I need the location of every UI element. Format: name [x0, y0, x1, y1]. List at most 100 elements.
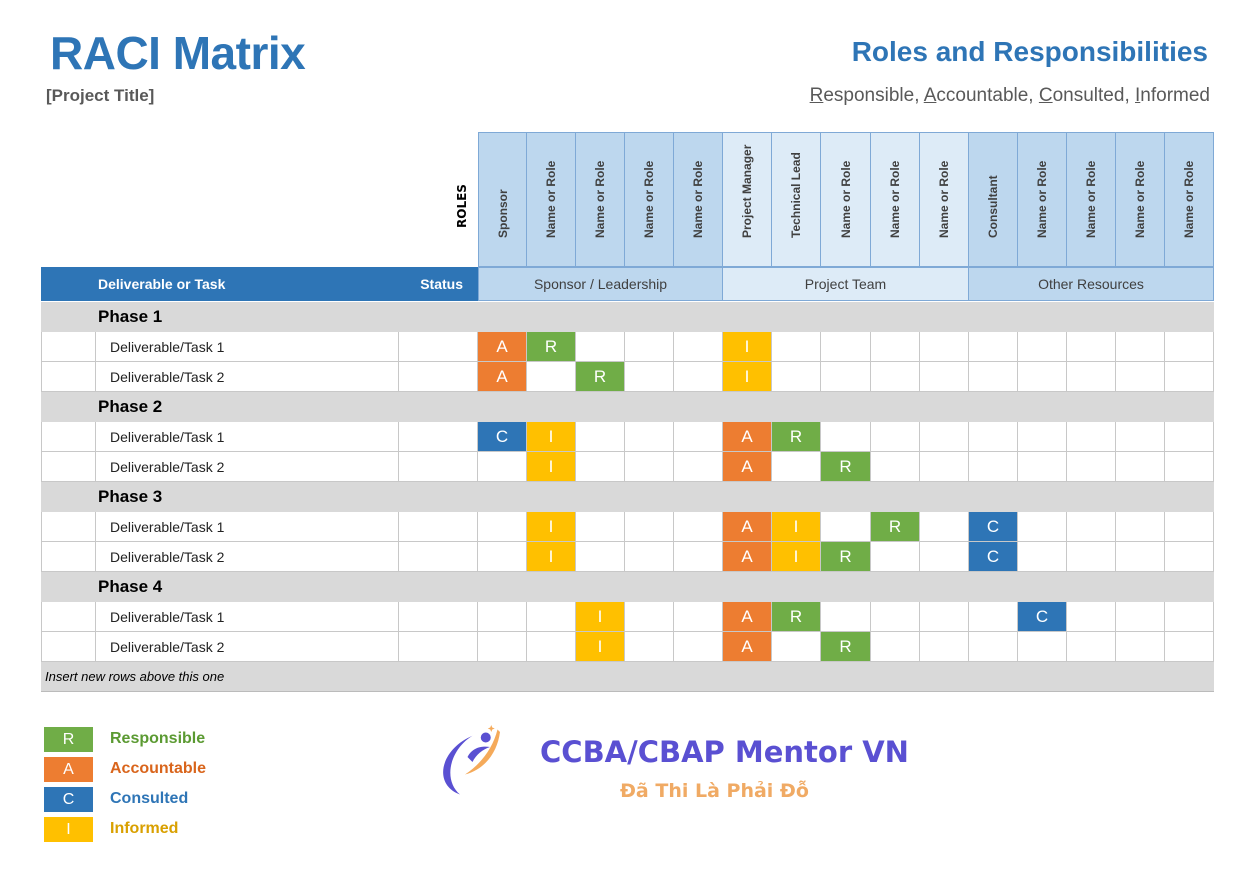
raci-cell[interactable]: [576, 512, 625, 542]
raci-cell[interactable]: I: [527, 452, 576, 482]
raci-cell[interactable]: I: [527, 512, 576, 542]
raci-cell[interactable]: [871, 452, 920, 482]
raci-cell[interactable]: I: [723, 362, 772, 392]
raci-cell[interactable]: [1165, 632, 1214, 662]
raci-cell[interactable]: [674, 332, 723, 362]
raci-cell[interactable]: [527, 362, 576, 392]
raci-cell[interactable]: R: [821, 452, 871, 482]
raci-cell[interactable]: [1018, 542, 1067, 572]
role-header[interactable]: Sponsor: [478, 132, 527, 267]
raci-cell[interactable]: [478, 602, 527, 632]
raci-cell[interactable]: [1116, 332, 1165, 362]
raci-cell[interactable]: [772, 452, 821, 482]
raci-cell[interactable]: R: [821, 542, 871, 572]
raci-cell[interactable]: A: [723, 632, 772, 662]
raci-cell[interactable]: [871, 602, 920, 632]
raci-cell[interactable]: I: [772, 542, 821, 572]
raci-cell[interactable]: [871, 632, 920, 662]
raci-cell[interactable]: [625, 542, 674, 572]
status-cell[interactable]: [399, 512, 478, 542]
raci-cell[interactable]: C: [969, 512, 1018, 542]
raci-cell[interactable]: [527, 602, 576, 632]
raci-cell[interactable]: [871, 542, 920, 572]
role-header[interactable]: Name or Role: [527, 132, 576, 267]
raci-cell[interactable]: [674, 602, 723, 632]
raci-cell[interactable]: [871, 362, 920, 392]
raci-cell[interactable]: [969, 422, 1018, 452]
raci-cell[interactable]: [576, 422, 625, 452]
role-header[interactable]: Name or Role: [674, 132, 723, 267]
raci-cell[interactable]: R: [772, 422, 821, 452]
raci-cell[interactable]: [871, 422, 920, 452]
raci-cell[interactable]: [1116, 602, 1165, 632]
raci-cell[interactable]: [1165, 362, 1214, 392]
raci-cell[interactable]: [625, 602, 674, 632]
raci-cell[interactable]: [969, 632, 1018, 662]
raci-cell[interactable]: [1067, 542, 1116, 572]
role-header[interactable]: Name or Role: [821, 132, 871, 267]
raci-cell[interactable]: [625, 332, 674, 362]
raci-cell[interactable]: [478, 512, 527, 542]
raci-cell[interactable]: I: [723, 332, 772, 362]
raci-cell[interactable]: R: [576, 362, 625, 392]
status-cell[interactable]: [399, 542, 478, 572]
raci-cell[interactable]: [1116, 632, 1165, 662]
raci-cell[interactable]: [625, 512, 674, 542]
project-title[interactable]: [Project Title]: [46, 86, 155, 105]
raci-cell[interactable]: [821, 362, 871, 392]
raci-cell[interactable]: A: [723, 512, 772, 542]
raci-cell[interactable]: [821, 602, 871, 632]
raci-cell[interactable]: [920, 632, 969, 662]
raci-cell[interactable]: [1165, 452, 1214, 482]
raci-cell[interactable]: [1067, 452, 1116, 482]
task-name[interactable]: Deliverable/Task 2: [96, 542, 399, 572]
role-header[interactable]: Name or Role: [1116, 132, 1165, 267]
raci-cell[interactable]: [1116, 542, 1165, 572]
raci-cell[interactable]: A: [723, 422, 772, 452]
raci-cell[interactable]: [674, 362, 723, 392]
role-header[interactable]: Project Manager: [723, 132, 772, 267]
raci-cell[interactable]: [1018, 332, 1067, 362]
raci-cell[interactable]: I: [527, 542, 576, 572]
raci-cell[interactable]: [920, 332, 969, 362]
raci-cell[interactable]: [1067, 512, 1116, 542]
raci-cell[interactable]: [625, 632, 674, 662]
raci-cell[interactable]: [1067, 362, 1116, 392]
status-cell[interactable]: [399, 452, 478, 482]
task-name[interactable]: Deliverable/Task 2: [96, 362, 399, 392]
raci-cell[interactable]: [1018, 632, 1067, 662]
raci-cell[interactable]: [527, 632, 576, 662]
raci-cell[interactable]: [674, 542, 723, 572]
raci-cell[interactable]: [576, 542, 625, 572]
raci-cell[interactable]: R: [772, 602, 821, 632]
raci-cell[interactable]: [625, 452, 674, 482]
raci-cell[interactable]: [821, 332, 871, 362]
raci-cell[interactable]: R: [821, 632, 871, 662]
raci-cell[interactable]: I: [576, 632, 625, 662]
raci-cell[interactable]: [821, 512, 871, 542]
task-name[interactable]: Deliverable/Task 2: [96, 452, 399, 482]
raci-cell[interactable]: [478, 632, 527, 662]
raci-cell[interactable]: [625, 422, 674, 452]
raci-cell[interactable]: [772, 332, 821, 362]
role-header[interactable]: Name or Role: [1165, 132, 1214, 267]
role-header[interactable]: Name or Role: [871, 132, 920, 267]
status-cell[interactable]: [399, 602, 478, 632]
raci-cell[interactable]: [1067, 332, 1116, 362]
role-header[interactable]: Technical Lead: [772, 132, 821, 267]
raci-cell[interactable]: [969, 602, 1018, 632]
raci-cell[interactable]: [969, 362, 1018, 392]
raci-cell[interactable]: [1018, 422, 1067, 452]
raci-cell[interactable]: [1067, 422, 1116, 452]
raci-cell[interactable]: [1165, 512, 1214, 542]
raci-cell[interactable]: [920, 422, 969, 452]
status-cell[interactable]: [399, 422, 478, 452]
raci-cell[interactable]: [674, 422, 723, 452]
raci-cell[interactable]: [920, 512, 969, 542]
raci-cell[interactable]: [920, 362, 969, 392]
raci-cell[interactable]: [1067, 632, 1116, 662]
role-header[interactable]: Consultant: [969, 132, 1018, 267]
raci-cell[interactable]: [1116, 422, 1165, 452]
role-header[interactable]: Name or Role: [576, 132, 625, 267]
raci-cell[interactable]: C: [478, 422, 527, 452]
